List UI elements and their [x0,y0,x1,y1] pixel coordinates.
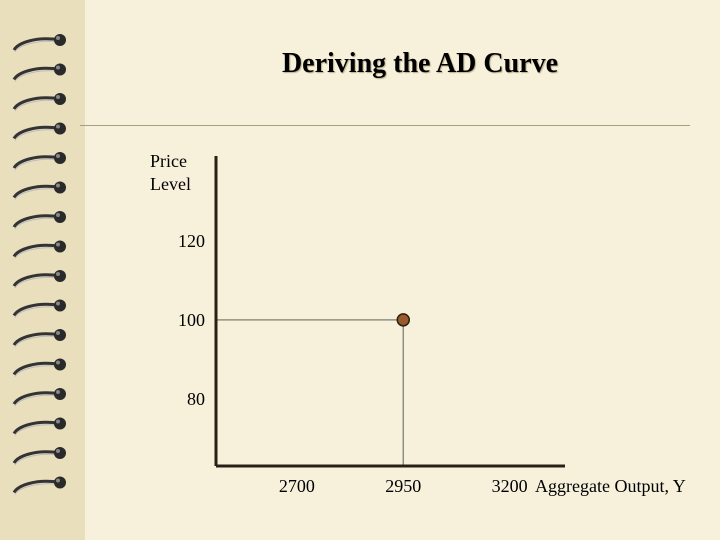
y-axis-label-line-1: Price [150,151,187,171]
ring-icon [12,447,66,466]
guide-lines [216,319,405,466]
ring-icon [12,34,66,53]
ring-icon [12,358,66,377]
y-axis-label-line-2: Level [150,174,191,194]
ring-icon [12,417,66,436]
ring-icon [12,63,66,82]
x-tick-label: 2700 [279,476,315,496]
axes [214,156,565,468]
ring-icon [12,388,66,407]
ring-icon [12,270,66,289]
y-tick-label: 80 [187,389,205,409]
data-points [396,313,411,327]
ring-icon [12,93,66,112]
x-tick-label: 3200 [492,476,528,496]
ring-icon [12,240,66,259]
title-divider [80,125,690,126]
data-point [396,313,411,327]
ring-icon [12,122,66,141]
x-axis-label: Aggregate Output, Y [535,476,686,496]
ring-icon [12,211,66,230]
ring-icon [12,299,66,318]
x-tick-labels: 2700 2950 3200 [279,476,528,496]
ring-icon [12,181,66,200]
y-tick-label: 120 [178,231,205,251]
ring-icon [12,476,66,495]
spiral-rings [12,34,66,495]
y-tick-label: 100 [178,310,205,330]
ring-icon [12,152,66,171]
ring-icon [12,329,66,348]
slide-title: Deriving the AD Curve [281,48,559,79]
notebook-binding [0,0,85,540]
y-tick-labels: 80 100 120 [178,231,205,409]
x-tick-label: 2950 [385,476,421,496]
